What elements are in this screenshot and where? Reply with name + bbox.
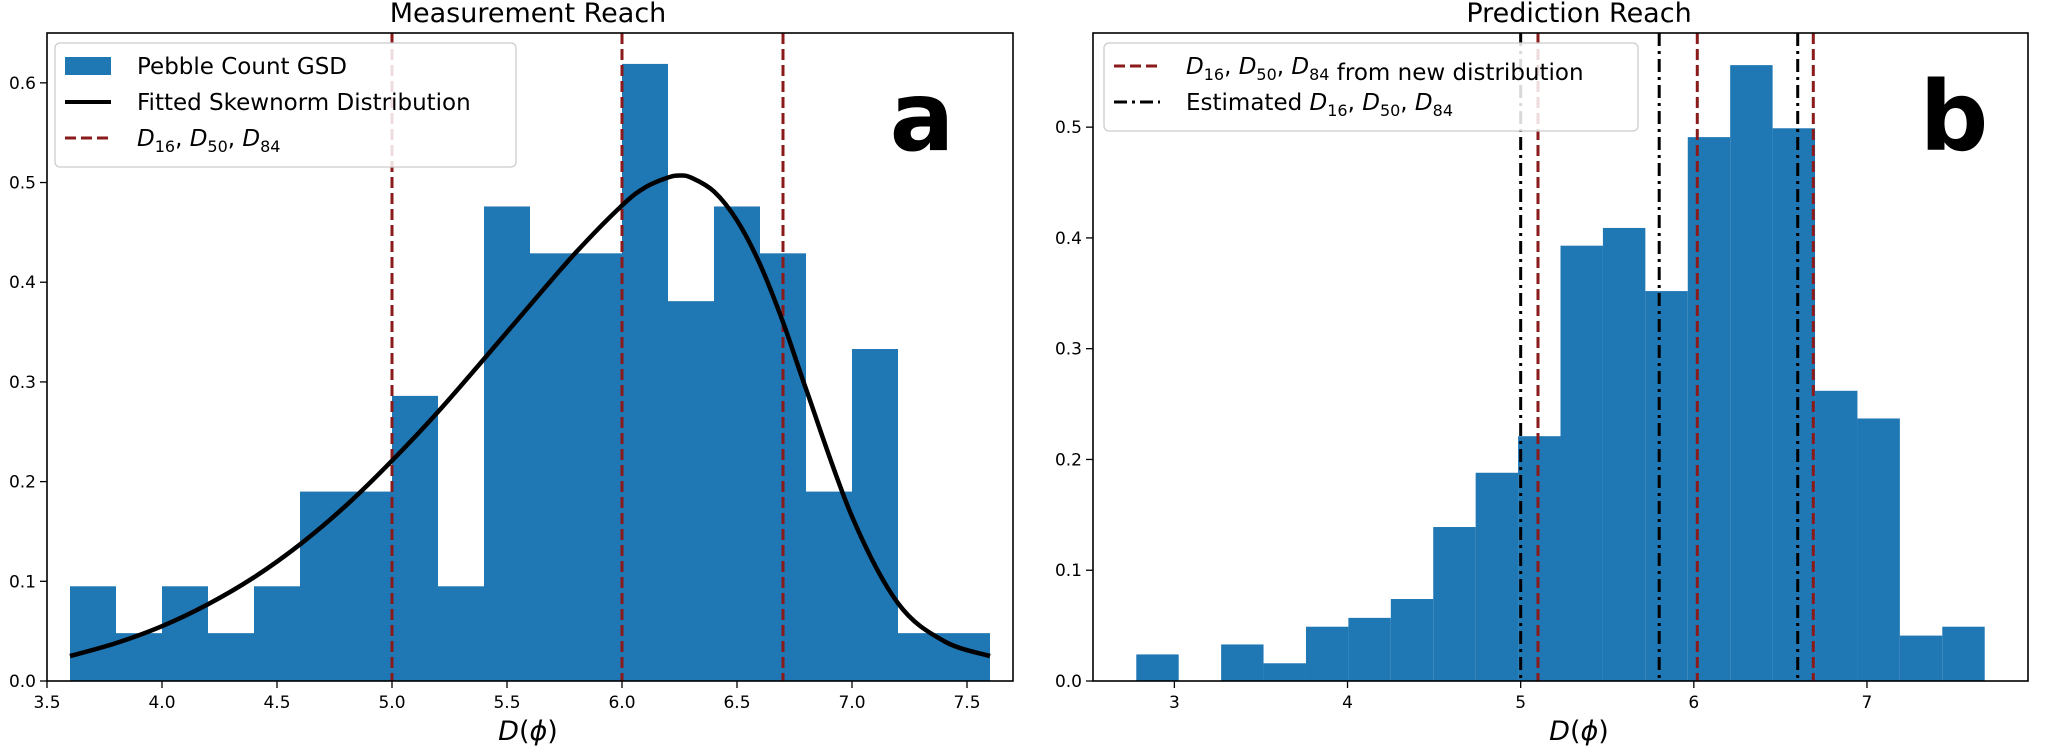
axes-frame xyxy=(1092,32,2029,682)
histogram-bar xyxy=(530,253,576,681)
y-tick-label: 0.3 xyxy=(1055,340,1082,360)
x-axis-ticks: 3 4 5 6 7 xyxy=(1169,681,1872,713)
chart-title: Prediction Reach xyxy=(1466,0,1691,29)
y-axis-ticks: 0.0 0.1 0.2 0.3 0.4 0.5 0.6 xyxy=(9,74,47,692)
histogram-bar xyxy=(1899,635,1943,681)
legend-label: Estimated D16, D50, D84 xyxy=(1186,90,1453,120)
x-tick-label: 7.5 xyxy=(953,693,980,713)
legend-frame xyxy=(54,42,517,168)
axes-frame xyxy=(46,32,1014,682)
histogram-bar xyxy=(1772,128,1816,681)
histogram-bar xyxy=(484,206,530,682)
x-tick-label: 5.5 xyxy=(493,693,520,713)
histogram-bar xyxy=(392,395,438,681)
x-tick-label: 4.0 xyxy=(148,693,175,713)
x-tick-label: 6 xyxy=(1688,693,1699,713)
y-axis-ticks: 0.0 0.1 0.2 0.3 0.4 0.5 xyxy=(1055,118,1093,692)
histogram-bar xyxy=(1730,65,1773,682)
y-tick-label: 0.3 xyxy=(9,373,36,393)
histogram-bar xyxy=(1305,626,1349,681)
legend-frame xyxy=(1103,42,1639,132)
x-tick-label: 5 xyxy=(1515,693,1526,713)
histogram-bar xyxy=(254,586,300,681)
x-tick-label: 5.0 xyxy=(378,693,405,713)
histogram-bar xyxy=(1518,436,1561,681)
histogram-bar xyxy=(346,491,392,681)
legend-label: D16, D50, D84 xyxy=(137,126,280,156)
y-tick-label: 0.1 xyxy=(1055,561,1082,581)
plot-lines xyxy=(1519,33,1815,681)
histogram-bar xyxy=(1390,599,1434,681)
y-tick-label: 0.5 xyxy=(9,174,36,194)
histogram-bar xyxy=(208,633,254,681)
legend: D16, D50, D84 from new distribution Estim… xyxy=(1103,42,1639,132)
x-tick-label: 3.5 xyxy=(33,693,60,713)
y-tick-label: 0.4 xyxy=(9,273,36,293)
histogram-bar xyxy=(1815,390,1858,681)
x-tick-label: 7 xyxy=(1862,693,1873,713)
legend-label: D16, D50, D84 from new distribution xyxy=(1186,54,1584,86)
histogram-bar xyxy=(944,633,990,681)
x-tick-label: 6.0 xyxy=(608,693,635,713)
y-tick-label: 0.5 xyxy=(1055,118,1082,138)
histogram-bar xyxy=(898,633,944,681)
histogram-bar xyxy=(300,491,346,681)
histogram-bar xyxy=(1221,644,1264,681)
histogram-bar xyxy=(1136,654,1179,681)
legend-label: Fitted Skewnorm Distribution xyxy=(137,90,471,116)
y-tick-label: 0.2 xyxy=(1055,450,1082,470)
x-axis-ticks: 3.5 4.0 4.5 5.0 5.5 6.0 6.5 7.0 7.5 xyxy=(33,681,981,713)
chart-title: Measurement Reach xyxy=(390,0,667,29)
x-tick-label: 7.0 xyxy=(838,693,865,713)
histogram-bar xyxy=(1645,291,1688,681)
x-tick-label: 3 xyxy=(1169,693,1180,713)
x-tick-label: 4.5 xyxy=(263,693,290,713)
y-tick-label: 0.4 xyxy=(1055,229,1082,249)
histogram-bar xyxy=(1348,617,1391,681)
histogram-bar xyxy=(1602,227,1646,681)
histogram-bar xyxy=(70,586,116,681)
legend-label: Pebble Count GSD xyxy=(137,54,347,80)
histogram-bar xyxy=(806,491,852,681)
histogram-bar xyxy=(162,586,208,681)
histogram-bar xyxy=(576,253,622,681)
plot-lines xyxy=(69,33,991,681)
histogram-bar xyxy=(1433,527,1476,681)
histogram-bar xyxy=(1475,472,1519,681)
histogram-bar xyxy=(1857,418,1900,681)
x-tick-label: 6.5 xyxy=(723,693,750,713)
legend: Pebble Count GSD Fitted Skewnorm Distribu… xyxy=(54,42,517,168)
y-tick-label: 0.1 xyxy=(9,572,36,592)
histogram-bar xyxy=(852,349,898,681)
histogram-bar xyxy=(1263,663,1306,681)
x-axis-label: D(ϕ) xyxy=(498,716,558,747)
panel-letter: a xyxy=(890,61,955,173)
legend-swatch xyxy=(65,57,111,75)
histogram-bar xyxy=(622,63,668,682)
fitted-curve xyxy=(69,173,991,659)
panel-letter: b xyxy=(1920,61,1989,173)
histogram-bar xyxy=(1942,626,1985,681)
histogram-bar xyxy=(1687,137,1731,682)
histogram-bar xyxy=(668,301,714,681)
histogram-bar xyxy=(1560,245,1603,681)
chart-panel-measurement-reach: Measurement Reach 3.5 4.0 4.5 5.0 5.5 6.0 6.5 7… xyxy=(9,0,1014,747)
histogram-bar xyxy=(438,586,484,681)
histogram-bar xyxy=(714,206,760,682)
y-tick-label: 0.0 xyxy=(1055,672,1082,692)
x-tick-label: 4 xyxy=(1342,693,1353,713)
y-tick-label: 0.6 xyxy=(9,74,36,94)
histogram-bars xyxy=(1136,65,1985,682)
y-tick-label: 0.2 xyxy=(9,473,36,493)
x-axis-label: D(ϕ) xyxy=(1549,716,1609,747)
y-tick-label: 0.0 xyxy=(9,672,36,692)
